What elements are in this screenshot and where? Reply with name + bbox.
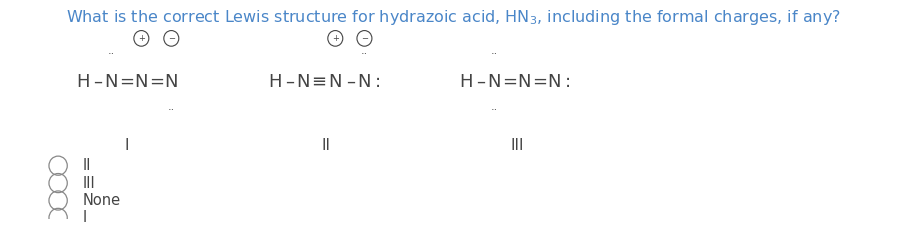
Text: I: I	[125, 138, 130, 153]
Text: ··: ··	[361, 49, 368, 59]
Text: =: =	[502, 73, 517, 91]
Text: III: III	[510, 138, 523, 153]
Text: H: H	[268, 73, 281, 91]
Text: N: N	[488, 73, 501, 91]
Text: II: II	[322, 138, 331, 153]
Text: What is the correct Lewis structure for hydrazoic acid, HN$_3$, including the fo: What is the correct Lewis structure for …	[66, 8, 841, 27]
Text: N: N	[164, 73, 178, 91]
Text: I: I	[83, 210, 87, 225]
Text: −: −	[168, 34, 175, 43]
Text: −: −	[361, 34, 368, 43]
Text: :: :	[375, 73, 381, 91]
Text: ··: ··	[491, 49, 498, 59]
Text: H: H	[459, 73, 473, 91]
Text: =: =	[532, 73, 547, 91]
Text: II: II	[83, 158, 92, 173]
Text: –: –	[285, 73, 294, 91]
Text: ≡: ≡	[311, 73, 327, 91]
Text: H: H	[76, 73, 90, 91]
Text: +: +	[332, 34, 338, 43]
Text: N: N	[104, 73, 118, 91]
Text: =: =	[149, 73, 164, 91]
Text: N: N	[296, 73, 309, 91]
Text: N: N	[134, 73, 148, 91]
Text: ··: ··	[168, 105, 175, 115]
Text: N: N	[548, 73, 561, 91]
Text: N: N	[357, 73, 371, 91]
Text: +: +	[138, 34, 145, 43]
Text: =: =	[119, 73, 134, 91]
Text: ··: ··	[108, 49, 115, 59]
Text: N: N	[328, 73, 342, 91]
Text: None: None	[83, 193, 122, 208]
Text: N: N	[518, 73, 531, 91]
Text: ··: ··	[491, 105, 498, 115]
Text: :: :	[564, 73, 571, 91]
Text: –: –	[476, 73, 485, 91]
Text: –: –	[93, 73, 102, 91]
Text: III: III	[83, 175, 96, 191]
Text: –: –	[346, 73, 355, 91]
